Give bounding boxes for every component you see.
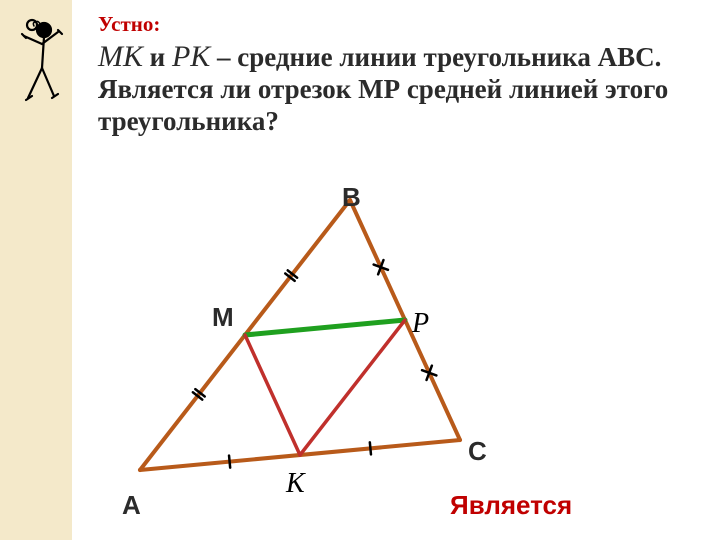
and-connector: и (143, 42, 172, 72)
vertex-label-К: К (286, 468, 305, 500)
vertex-label-М: М (212, 302, 234, 333)
vertex-label-С: С (468, 436, 487, 467)
answer-text: Является (450, 490, 572, 521)
triangle-diagram: АВСМРК (80, 190, 620, 530)
vertex-label-В: В (342, 182, 361, 213)
pk-segment: РК (172, 40, 210, 73)
thinker-figure-icon (14, 18, 64, 108)
mk-segment: МК (98, 40, 143, 73)
vertex-label-А: А (122, 490, 141, 521)
vertex-label-Р: Р (412, 308, 429, 340)
content-block: Устно: МК и РК – средние линии треугольн… (98, 12, 698, 138)
triangle-svg (80, 190, 620, 530)
question-text: МК и РК – средние линии треугольника АВС… (98, 39, 698, 138)
oral-label: Устно: (98, 12, 698, 37)
